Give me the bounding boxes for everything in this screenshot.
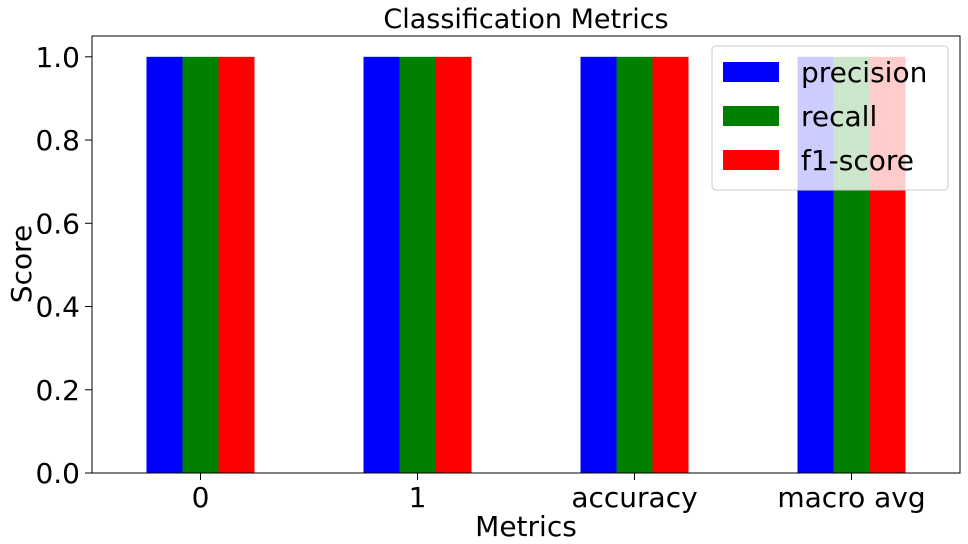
y-tick-label: 0.2 [35, 374, 80, 407]
x-tick-label: 1 [409, 481, 427, 514]
x-tick-label: accuracy [571, 481, 697, 514]
y-axis-label: Score [5, 225, 38, 303]
bars [146, 56, 906, 474]
legend-label-f1-score: f1-score [801, 144, 914, 177]
legend-label-precision: precision [801, 56, 927, 89]
plot-frame [91, 35, 961, 474]
bar-precision-2 [580, 56, 617, 474]
chart-title: Classification Metrics [383, 4, 668, 35]
legend: precision recall f1-score [711, 45, 949, 191]
legend-swatch-f1-score [723, 150, 779, 170]
bar-recall-2 [616, 56, 653, 474]
x-tick-label: macro avg [777, 481, 925, 514]
x-axis-label: Metrics [475, 510, 577, 543]
bar-recall-0 [182, 56, 219, 474]
x-tick-label: 0 [192, 481, 210, 514]
bar-f1-score-2 [652, 56, 689, 474]
y-tick-label: 0.0 [35, 457, 80, 490]
bar-recall-1 [399, 56, 436, 474]
x-axis-ticks: 0 1 accuracy macro avg [192, 473, 926, 514]
bar-f1-score-1 [435, 56, 472, 474]
y-tick-label: 0.4 [35, 291, 80, 324]
legend-swatch-recall [723, 106, 779, 126]
bar-precision-0 [146, 56, 183, 474]
y-tick-label: 0.8 [35, 124, 80, 157]
legend-label-recall: recall [801, 100, 877, 133]
y-axis-ticks: 0.0 0.2 0.4 0.6 0.8 1.0 [35, 41, 92, 490]
bar-precision-1 [363, 56, 400, 474]
bar-f1-score-0 [218, 56, 255, 474]
y-tick-label: 1.0 [35, 41, 80, 74]
legend-swatch-precision [723, 62, 779, 82]
y-tick-label: 0.6 [35, 207, 80, 240]
